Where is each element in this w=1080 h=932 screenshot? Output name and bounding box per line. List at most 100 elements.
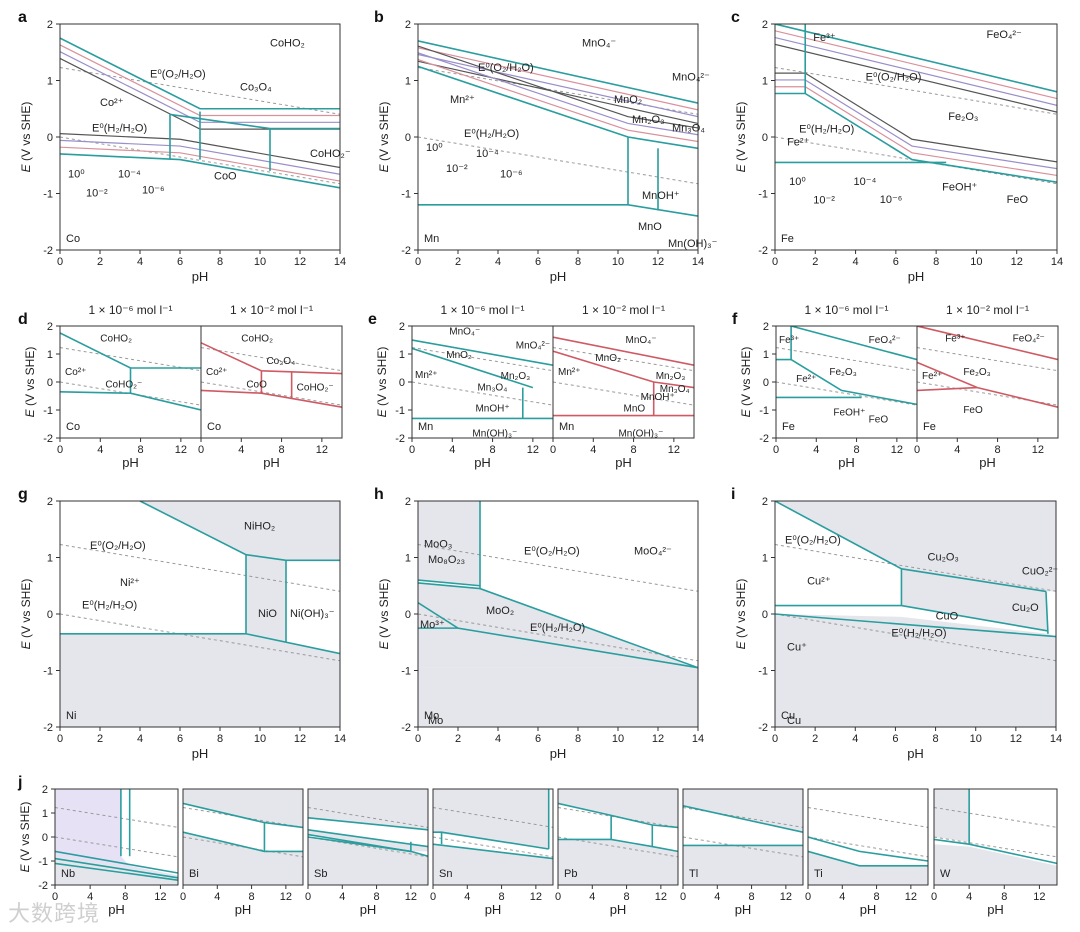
x-tick-label: 4 [464, 891, 470, 903]
species-label: Mo³⁺ [420, 619, 445, 631]
stability-region [775, 501, 1056, 592]
panel-letter: c [731, 9, 740, 26]
water-h2-line [433, 836, 553, 858]
species-label: MnO₄⁻ [582, 38, 616, 50]
species-label: 10⁻² [813, 195, 835, 207]
domain-boundary [683, 805, 803, 833]
plot-frame [182, 788, 304, 886]
x-tick-label: 8 [122, 891, 128, 903]
chart-panel-j7: 0 4 8 12 pH Ti [805, 788, 929, 917]
species-label: E⁰(H₂/H₂O) [464, 128, 519, 140]
x-tick-label: 4 [495, 733, 501, 745]
stability-region [140, 501, 340, 561]
species-label: Mn²⁺ [450, 94, 475, 106]
stability-region [183, 832, 303, 885]
domain-boundary [775, 604, 1049, 632]
x-tick-label: 14 [334, 733, 346, 745]
species-label: FeO [963, 405, 983, 416]
species-label: Mn₃O₄ [672, 122, 705, 134]
plot-area [776, 326, 917, 438]
x-tick-label: 12 [294, 256, 306, 268]
concentration-subtitle: 1 × 10⁻² mol l⁻¹ [230, 303, 313, 317]
x-tick-label: 0 [57, 733, 63, 745]
element-label: Tl [689, 868, 698, 880]
domain-boundary [139, 501, 340, 562]
x-tick-label: 12 [891, 444, 903, 456]
x-tick-label: 10 [970, 733, 982, 745]
domain-boundary [60, 153, 340, 189]
species-label: 10⁻² [86, 187, 108, 199]
species-label: MnO [624, 403, 646, 414]
x-tick-label: 12 [154, 891, 166, 903]
x-tick-label: 8 [279, 444, 285, 456]
y-tick-label: -2 [401, 722, 411, 734]
species-label: Fe²⁺ [796, 374, 816, 385]
species-label: Fe₂O₃ [948, 111, 978, 123]
x-tick-label: 4 [97, 444, 103, 456]
species-label: E⁰(O₂/H₂O) [90, 540, 146, 552]
x-tick-label: 14 [692, 256, 704, 268]
domain-boundary [418, 582, 698, 669]
plot-content [683, 789, 803, 885]
domain-boundary [808, 836, 928, 862]
x-axis-label: pH [860, 902, 877, 917]
concentration-boundary [418, 60, 698, 125]
y-tick-label: -2 [43, 433, 53, 445]
x-tick-label: 8 [749, 891, 755, 903]
concentration-subtitle: 1 × 10⁻⁶ mol l⁻¹ [89, 303, 173, 317]
x-axis-label: pH [192, 746, 209, 761]
plot-content [934, 789, 1057, 885]
x-tick-label: 10 [612, 733, 624, 745]
species-label: Mn(OH)₃⁻ [618, 429, 663, 440]
plot-area [775, 24, 1057, 250]
species-label: Mn²⁺ [558, 367, 581, 378]
species-label: E⁰(O₂/H₂O) [150, 69, 206, 81]
element-label: Co [66, 421, 80, 433]
element-label: W [940, 868, 951, 880]
domain-boundary [775, 613, 1056, 638]
watermark-text: 大数跨境 [8, 902, 101, 927]
plot-frame [933, 788, 1058, 886]
x-tick-label: 0 [180, 891, 186, 903]
x-axis-label: pH [360, 902, 377, 917]
x-tick-label: 0 [57, 256, 63, 268]
y-tick-label: 2 [405, 19, 411, 31]
species-label: MnOH⁺ [642, 190, 680, 202]
stability-region [418, 501, 480, 586]
domain-boundary [558, 838, 678, 853]
y-tick-label: -1 [38, 856, 48, 868]
x-axis-label: pH [122, 455, 139, 470]
x-tick-label: 12 [294, 733, 306, 745]
y-tick-label: -1 [758, 189, 768, 201]
water-h2-line [60, 136, 340, 185]
domain-boundary [934, 838, 1057, 865]
domain-boundary [308, 829, 428, 848]
x-tick-label: 6 [535, 256, 541, 268]
x-tick-label: 0 [415, 733, 421, 745]
species-label: E⁰(O₂/H₂O) [866, 72, 922, 84]
stability-region [418, 582, 698, 668]
species-label: Fe³⁺ [779, 335, 799, 346]
plot-content [775, 501, 1056, 727]
y-tick-label: 1 [762, 76, 768, 88]
x-tick-label: 12 [530, 891, 542, 903]
x-axis-label: pH [838, 455, 855, 470]
species-label: Fe³⁺ [945, 333, 965, 344]
x-axis-label: pH [550, 269, 567, 284]
species-label: FeOH⁺ [833, 408, 865, 419]
stability-region [60, 633, 340, 727]
x-tick-label: 12 [175, 444, 187, 456]
x-tick-label: 4 [714, 891, 720, 903]
element-label: Fe [781, 233, 794, 245]
chart-panel-e2: 0 4 8 12 pH 1 × 10⁻² mol l⁻¹ Mn MnO₄⁻ MnO₂ Mn²⁺ Mn… [550, 303, 695, 470]
species-label: CoHO₂⁻ [310, 148, 351, 160]
y-axis-label: E (V vs SHE) [23, 347, 37, 418]
stability-region [433, 844, 553, 885]
plot-frame [432, 788, 554, 886]
y-tick-label: -2 [759, 433, 769, 445]
y-tick-label: 0 [47, 377, 53, 389]
x-tick-label: 0 [415, 256, 421, 268]
